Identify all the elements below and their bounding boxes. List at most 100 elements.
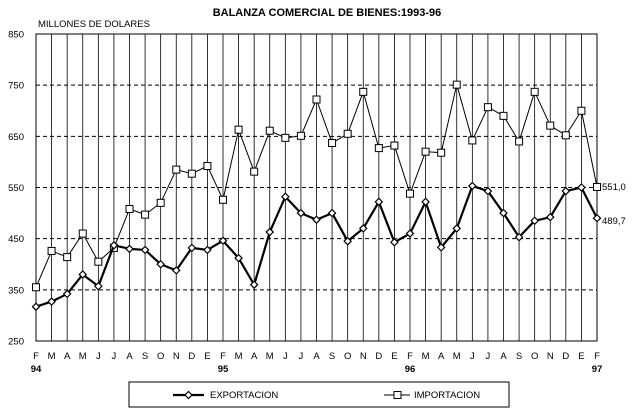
data-point-exportacion <box>296 208 306 218</box>
data-point-exportacion <box>545 212 555 222</box>
x-tick-label: D <box>375 351 382 362</box>
legend-label-exportacion: EXPORTACION <box>210 390 278 401</box>
data-point-exportacion <box>436 243 446 252</box>
data-point-exportacion <box>109 240 119 250</box>
data-point-importacion <box>328 138 337 147</box>
x-tick-label: M <box>453 351 461 362</box>
data-point-importacion <box>530 87 539 96</box>
data-point-exportacion <box>514 232 524 242</box>
data-point-exportacion <box>499 208 508 218</box>
data-point-importacion <box>312 95 321 104</box>
data-point-exportacion <box>358 224 368 233</box>
data-point-exportacion <box>249 280 259 290</box>
x-tick-label: F <box>407 351 413 362</box>
data-point-importacion <box>141 210 150 219</box>
data-point-exportacion <box>78 270 88 279</box>
data-point-exportacion <box>592 213 602 223</box>
y-axis-label: MILLONES DE DOLARES <box>38 19 150 30</box>
x-tick-label: S <box>142 351 148 362</box>
data-point-importacion <box>47 246 56 255</box>
x-tick-label: E <box>391 351 397 362</box>
x-tick-label: J <box>283 351 288 362</box>
end-label-exportacion: 489,7 <box>602 216 626 227</box>
x-tick-label: A <box>313 351 320 362</box>
data-point-importacion <box>343 129 352 138</box>
data-point-importacion <box>437 148 446 157</box>
data-point-exportacion <box>421 197 430 207</box>
data-point-exportacion <box>171 266 181 275</box>
data-point-importacion <box>281 133 290 142</box>
data-point-exportacion <box>187 243 197 253</box>
x-tick-label: A <box>126 351 133 362</box>
legend-label-importacion: IMPORTACION <box>414 390 480 401</box>
data-point-importacion <box>234 125 243 134</box>
x-tick-label: N <box>360 351 367 362</box>
data-point-importacion <box>406 189 414 198</box>
data-point-exportacion <box>577 183 586 192</box>
data-point-importacion <box>421 147 430 156</box>
data-point-exportacion <box>405 229 415 238</box>
x-tick-label: O <box>344 351 351 362</box>
y-tick-label: 450 <box>8 234 24 245</box>
x-tick-label: S <box>516 351 522 362</box>
data-point-exportacion <box>390 237 399 247</box>
data-point-exportacion <box>203 245 212 255</box>
data-point-importacion <box>561 131 570 140</box>
series-exportacion <box>31 181 602 312</box>
x-tick-label: S <box>329 351 335 362</box>
data-point-importacion <box>94 257 103 266</box>
x-tick-label: E <box>578 351 584 362</box>
data-point-exportacion <box>62 289 72 299</box>
data-point-importacion <box>468 136 477 145</box>
x-tick-label: J <box>299 351 304 362</box>
legend: EXPORTACION IMPORTACION <box>128 381 510 408</box>
x-tick-label: F <box>594 351 600 362</box>
data-point-importacion <box>546 121 555 130</box>
x-tick-label: M <box>48 351 56 362</box>
data-point-importacion <box>499 111 508 120</box>
x-tick-label: O <box>157 351 164 362</box>
data-point-exportacion <box>467 181 477 191</box>
y-tick-label: 850 <box>8 30 24 41</box>
data-point-importacion <box>187 169 196 178</box>
data-point-importacion <box>32 283 40 292</box>
y-tick-label: 750 <box>8 81 24 92</box>
data-point-exportacion <box>47 297 56 306</box>
y-tick-label: 650 <box>8 132 24 143</box>
x-tick-label: F <box>220 351 226 362</box>
x-tick-label: M <box>266 351 274 362</box>
data-point-importacion <box>219 195 227 204</box>
data-point-importacion <box>78 229 87 238</box>
data-point-exportacion <box>31 302 41 312</box>
data-point-importacion <box>265 126 274 135</box>
y-tick-label: 250 <box>8 337 24 348</box>
data-point-exportacion <box>343 236 353 246</box>
x-tick-label: M <box>235 351 243 362</box>
data-point-exportacion <box>327 208 337 218</box>
data-point-importacion <box>390 141 399 150</box>
x-tick-label: A <box>251 351 258 362</box>
x-tick-label: O <box>531 351 538 362</box>
data-point-exportacion <box>265 227 275 237</box>
data-point-exportacion <box>125 244 134 254</box>
data-point-exportacion <box>561 186 571 196</box>
year-label: 94 <box>31 364 42 375</box>
grid-lines <box>36 34 597 341</box>
x-tick-label: F <box>33 351 39 362</box>
data-point-importacion <box>203 162 212 171</box>
x-tick-label: N <box>547 351 554 362</box>
year-label: 97 <box>592 364 603 375</box>
data-point-importacion <box>359 87 368 96</box>
x-tick-label: M <box>79 351 87 362</box>
data-point-importacion <box>452 80 461 89</box>
x-tick-label: J <box>112 351 117 362</box>
data-point-importacion <box>125 204 134 213</box>
x-tick-label: N <box>173 351 180 362</box>
x-tick-label: A <box>438 351 445 362</box>
x-tick-label: J <box>470 351 475 362</box>
data-point-exportacion <box>374 197 384 207</box>
x-tick-label: D <box>562 351 569 362</box>
x-tick-label: A <box>500 351 507 362</box>
legend-marker-importacion <box>393 391 402 399</box>
